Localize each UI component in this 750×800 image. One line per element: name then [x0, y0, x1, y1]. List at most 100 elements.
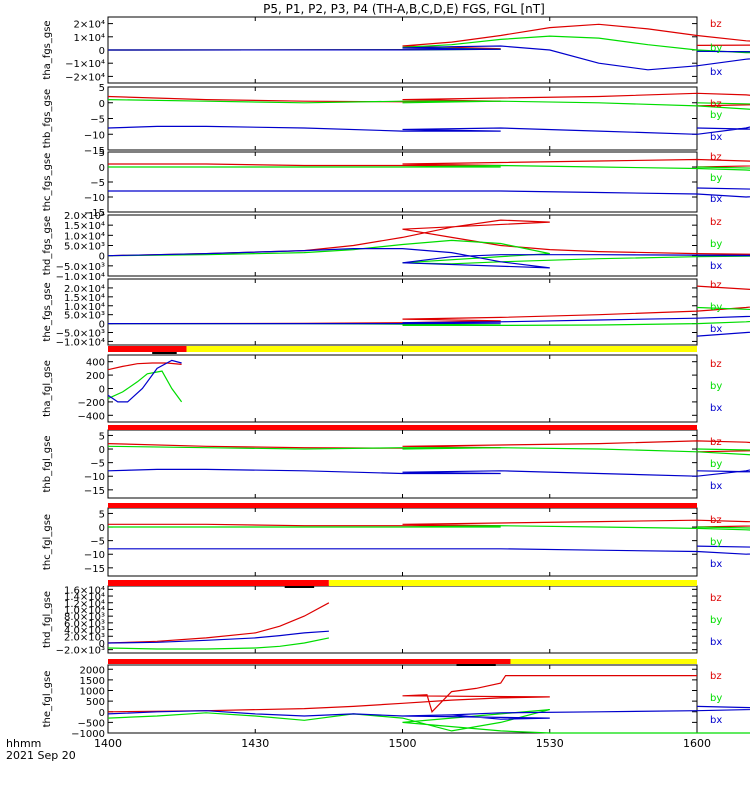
panel-ylabel: the_fgs_gse — [42, 282, 53, 341]
xtick-label: 1600 — [683, 737, 711, 750]
ytick-label: 1000 — [80, 687, 105, 698]
status-bar-segment-yellow — [328, 580, 697, 586]
ytick-label: −1.0×10⁴ — [56, 272, 105, 283]
series-line-bx — [107, 705, 750, 720]
xtick-label: 1500 — [389, 737, 417, 750]
ytick-label: −200 — [78, 398, 105, 409]
ytick-label: −10 — [84, 193, 105, 204]
series-line-bz — [108, 158, 750, 168]
ytick-label: 2.0×10⁴ — [64, 284, 105, 295]
panel-ylabel: thc_fgl_gse — [42, 514, 53, 570]
panel-thd_fgs_gse: 2.0×10⁴1.5×10⁴1.0×10⁴5.0×10³0−5.0×10³−1.… — [42, 211, 750, 283]
ytick-label: 6.0×10³ — [64, 619, 105, 630]
ytick-label: 0 — [99, 46, 105, 57]
ytick-label: −10 — [84, 550, 105, 561]
panel-frame — [107, 354, 698, 423]
ytick-label: 1.5×10⁴ — [64, 221, 105, 232]
ytick-label: −5 — [90, 537, 105, 548]
panel-ylabel: thd_fgs_gse — [42, 216, 53, 275]
series-line-bx — [108, 545, 750, 555]
legend-bx: bx — [710, 324, 722, 335]
ytick-label: 1×10⁴ — [74, 33, 105, 44]
legend-bz: bz — [710, 19, 722, 30]
series-line-bz — [107, 440, 750, 453]
ytick-label: −1.0×10⁴ — [56, 337, 105, 348]
status-bar-segment-red — [108, 659, 511, 664]
ytick-label: −2×10⁴ — [65, 72, 105, 83]
panel-ylabel: the_fgl_gse — [42, 671, 53, 728]
status-bar-marker — [456, 664, 496, 666]
ytick-label: −15 — [84, 208, 105, 219]
series-line-bz — [107, 285, 750, 325]
ytick-label: 5.0×10³ — [64, 311, 105, 322]
ytick-label: 0 — [99, 163, 105, 174]
panel-ylabel: tha_fgl_gse — [42, 360, 53, 417]
series-line-by — [108, 525, 750, 531]
ytick-label: 1.0×10⁴ — [64, 231, 105, 242]
series-line-by — [108, 164, 750, 171]
ytick-label: 5.0×10³ — [64, 242, 105, 253]
legend-bx: bx — [710, 132, 722, 143]
series-line-bx — [107, 125, 750, 135]
legend-bx: bx — [710, 67, 722, 78]
ytick-label: −5.0×10³ — [56, 262, 105, 273]
ytick-label: 5 — [99, 148, 105, 159]
legend-by: by — [710, 173, 722, 184]
status-bar — [108, 503, 697, 508]
panel-thc_fgs_gse: 5 0 −5 −10 −15 thc_fgs_gse bz by bx — [42, 148, 750, 219]
ytick-label: 1500 — [80, 676, 105, 687]
panel-the_fgs_gse: 2.0×10⁴1.5×10⁴1.0×10⁴5.0×10³0−5.0×10³−1.… — [42, 278, 750, 348]
status-bar-segment-red — [108, 425, 697, 430]
series-line-bz — [107, 92, 750, 107]
ytick-label: 1.5×10⁴ — [64, 293, 105, 304]
series-line-bx — [108, 315, 750, 337]
status-bar-segment-yellow — [510, 659, 697, 664]
ytick-label: 0 — [99, 445, 105, 456]
ytick-label: −500 — [78, 718, 105, 729]
ytick-label: 1.2×10⁴ — [64, 599, 105, 610]
legend-bx: bx — [710, 559, 722, 570]
ytick-label: 8.0×10³ — [64, 612, 105, 623]
legend-bx: bx — [710, 403, 722, 414]
legend-by: by — [710, 537, 722, 548]
ytick-label: −1000 — [71, 729, 105, 740]
date-label: 2021 Sep 20 — [6, 749, 76, 762]
panel-thb_fgl_gse: 5 0 −5 −10 −15 thb_fgl_gse bz by bx — [42, 429, 750, 499]
panel-thc_fgl_gse: 5 0 −5 −10 −15 thc_fgl_gse bz by bx — [42, 507, 750, 577]
status-bar-segment-red — [108, 346, 187, 352]
series-line-bz — [107, 219, 750, 257]
legend-by: by — [710, 615, 722, 626]
legend-bx: bx — [710, 261, 722, 272]
ytick-label: 0 — [99, 639, 105, 650]
panel-thd_fgl_gse: 1.6×10⁴1.4×10⁴1.2×10⁴1.0×10⁴8.0×10³6.0×1… — [42, 585, 722, 656]
ytick-label: −15 — [84, 564, 105, 575]
panel-tha_fgs_gse: 2×10⁴ 1×10⁴ 0 −1×10⁴ −2×10⁴ tha_fgs_gse bz by bx — [42, 16, 750, 84]
series-line-bz — [107, 362, 182, 371]
legend-bz: bz — [710, 359, 722, 370]
time-axis-label: hhmm — [6, 737, 41, 750]
legend-bx: bx — [710, 715, 722, 726]
legend-bx: bx — [710, 637, 722, 648]
legend-by: by — [710, 43, 722, 54]
status-bar — [108, 659, 697, 666]
series-line-by — [107, 709, 750, 734]
legend-bz: bz — [710, 515, 722, 526]
status-bar — [108, 425, 697, 430]
panel-frame — [107, 429, 698, 499]
series-line-by — [107, 35, 750, 54]
status-bar-marker — [284, 586, 315, 588]
ytick-label: 400 — [86, 358, 105, 369]
series-line-bx — [107, 468, 750, 477]
ytick-label: 1.6×10⁴ — [64, 585, 105, 596]
panel-ylabel: thd_fgl_gse — [42, 591, 53, 648]
ytick-label: −1×10⁴ — [65, 59, 105, 70]
series-line-by — [107, 239, 750, 265]
ytick-label: −5 — [90, 459, 105, 470]
xtick-label: 1430 — [241, 737, 269, 750]
chart-title: P5, P1, P2, P3, P4 (TH-A,B,C,D,E) FGS, F… — [263, 2, 545, 16]
legend-bz: bz — [710, 593, 722, 604]
ytick-label: 0 — [99, 708, 105, 719]
